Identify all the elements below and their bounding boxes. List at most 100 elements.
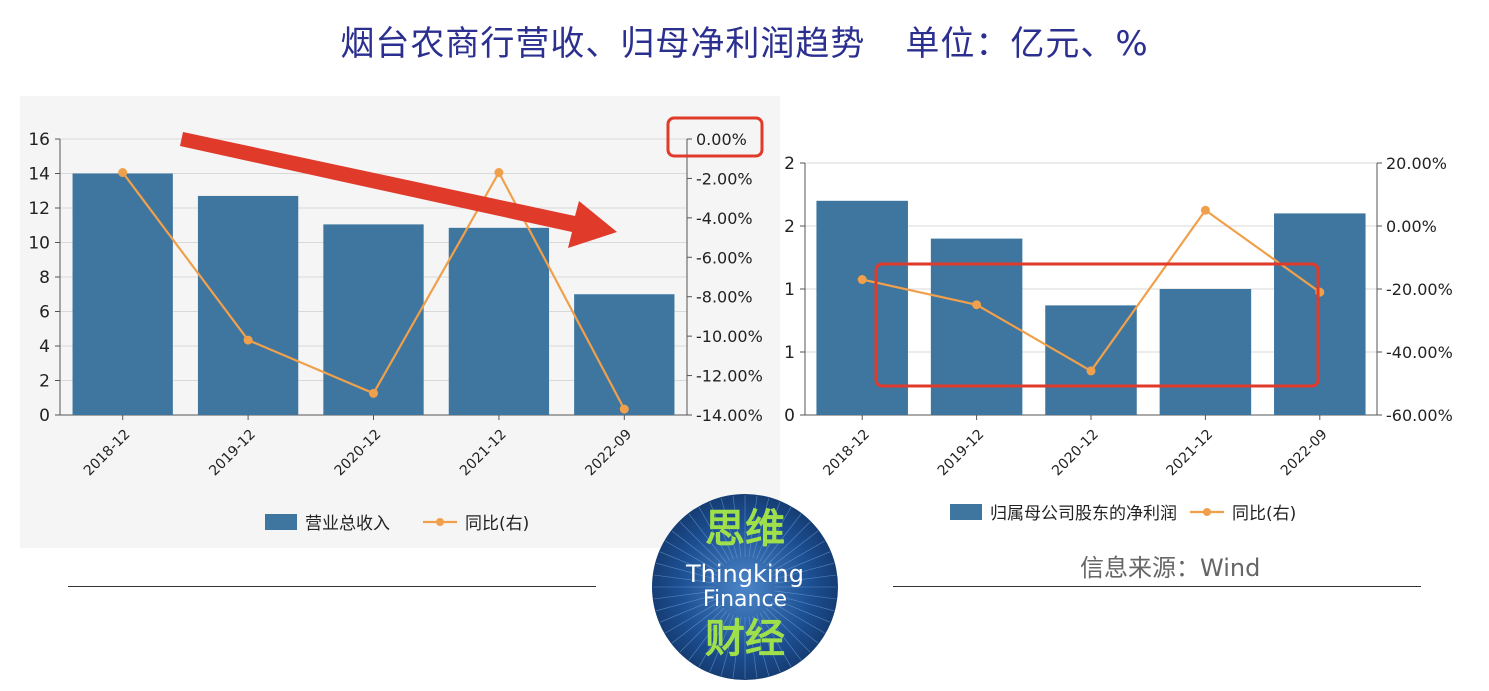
logo-ray xyxy=(768,530,819,569)
legend-line-label: 同比(右) xyxy=(465,514,529,534)
logo-ray xyxy=(770,601,825,634)
bar xyxy=(1274,213,1366,415)
logo-ray xyxy=(659,551,718,576)
logo-ray xyxy=(688,513,727,564)
yoy-point xyxy=(1086,366,1096,376)
bar xyxy=(197,195,299,415)
right-tick-label: 0.00% xyxy=(696,130,747,149)
legend-bar-label: 营业总收入 xyxy=(305,514,390,534)
x-tick-label: 2021-12 xyxy=(457,427,510,480)
logo-ray xyxy=(766,521,811,566)
legend-bar-label: 归属母公司股东的净利润 xyxy=(990,504,1177,524)
left-tick-label: 1 xyxy=(785,280,795,300)
title-unit: 单位：亿元、% xyxy=(905,24,1149,64)
title-main: 烟台农商行营收、归母净利润趋势 xyxy=(340,24,866,64)
logo-ray xyxy=(756,501,781,560)
page-title: 烟台农商行营收、归母净利润趋势 单位：亿元、% xyxy=(0,16,1489,65)
logo-ray xyxy=(665,601,720,634)
revenue-chart: 0 2 4 6 8 10 12 14 16 -14.00% -12.00% -10.00% -8.00%… xyxy=(28,116,764,534)
right-tick-label: -14.00% xyxy=(696,406,763,425)
x-tick-label: 2022-09 xyxy=(1278,427,1331,480)
right-tick-label: -60.00% xyxy=(1386,406,1453,425)
logo-ray xyxy=(766,608,811,653)
x-tick-label: 2019-12 xyxy=(935,427,988,480)
logo-ray xyxy=(772,551,831,576)
yoy-point xyxy=(494,168,504,178)
logo-cn-top: 思维 xyxy=(705,506,785,552)
highlight-box-profit xyxy=(874,262,1320,388)
yoy-point xyxy=(1200,205,1210,215)
logo-ray xyxy=(709,501,734,560)
bar xyxy=(1159,289,1252,415)
legend-line-marker xyxy=(436,518,444,526)
left-tick-label: 0 xyxy=(785,406,795,426)
logo-en-line2: Finance xyxy=(703,587,787,612)
bar xyxy=(816,200,908,415)
logo-ray xyxy=(768,605,819,644)
right-tick-label: -2.00% xyxy=(696,169,753,188)
logo-ray xyxy=(709,614,734,673)
net-profit-chart: 0 1 1 2 2 -60.00% -40.00% -20.00% 0.00% 20.00% 201… xyxy=(784,154,1453,524)
logo-ray xyxy=(763,513,802,564)
right-tick-label: -4.00% xyxy=(696,209,753,228)
x-tick-label: 2018-12 xyxy=(820,427,873,480)
left-tick-label: 1 xyxy=(785,343,795,363)
logo-ray xyxy=(656,562,717,580)
logo-ray xyxy=(671,530,722,569)
left-tick-label: 0 xyxy=(39,406,50,426)
right-tick-label: 0.00% xyxy=(1386,217,1437,236)
thingking-finance-logo: 思维 Thingking Finance 财经 xyxy=(652,494,838,680)
trend-arrow xyxy=(180,132,617,248)
logo-ray xyxy=(770,540,825,573)
logo-ray xyxy=(756,614,781,673)
yoy-point xyxy=(972,300,982,310)
source-note: 信息来源：Wind xyxy=(1080,554,1261,582)
yoy-point xyxy=(857,275,867,285)
revenue-chart-panel: 0 2 4 6 8 10 12 14 16 -14.00% -12.00% -10.00% -8.00%… xyxy=(20,96,780,548)
x-tick-label: 2019-12 xyxy=(206,427,259,480)
right-tick-label: -8.00% xyxy=(696,288,753,307)
logo-ray xyxy=(720,615,738,676)
logo-ray xyxy=(759,612,792,667)
logo-ray xyxy=(679,608,724,653)
yoy-point xyxy=(369,388,378,398)
yoy-point xyxy=(243,335,253,345)
x-tick-label: 2020-12 xyxy=(332,427,385,480)
logo-ray xyxy=(748,495,758,558)
x-tick-label: 2020-12 xyxy=(1049,427,1102,480)
net-profit-chart-panel: 0 1 1 2 2 -60.00% -40.00% -20.00% 0.00% 20.00% 201… xyxy=(784,96,1465,548)
left-tick-label: 14 xyxy=(28,165,50,185)
logo-ray xyxy=(752,615,770,676)
right-tick-label: -12.00% xyxy=(696,367,763,386)
right-tick-label: -40.00% xyxy=(1386,343,1453,362)
bar xyxy=(72,173,173,415)
logo-ray xyxy=(653,574,716,584)
right-tick-label: -10.00% xyxy=(696,327,763,346)
left-tick-label: 16 xyxy=(28,130,50,150)
bar xyxy=(1045,305,1137,415)
logo-ray xyxy=(763,610,802,661)
divider-left xyxy=(68,586,596,587)
left-tick-label: 2 xyxy=(39,372,50,392)
right-tick-label: -6.00% xyxy=(696,248,753,267)
bar xyxy=(574,294,675,415)
right-tick-label: -20.00% xyxy=(1386,280,1453,299)
logo-ray xyxy=(759,507,792,562)
left-tick-label: 4 xyxy=(39,337,50,357)
yoy-point xyxy=(619,404,629,414)
logo-ray xyxy=(774,574,837,584)
right-tick-label: 20.00% xyxy=(1386,154,1447,173)
left-tick-label: 10 xyxy=(28,234,50,254)
logo-cn-bottom: 财经 xyxy=(705,616,785,662)
bar xyxy=(323,224,424,415)
logo-ray xyxy=(773,594,834,612)
logo-ray xyxy=(748,616,758,679)
bar xyxy=(448,227,550,415)
logo-ray xyxy=(656,594,717,612)
legend-bar-swatch xyxy=(265,514,297,530)
left-tick-label: 8 xyxy=(39,268,50,288)
divider-right xyxy=(893,586,1421,587)
logo-ray xyxy=(653,590,716,600)
x-tick-label: 2022-09 xyxy=(582,427,635,480)
logo-en-line1: Thingking xyxy=(685,560,804,588)
